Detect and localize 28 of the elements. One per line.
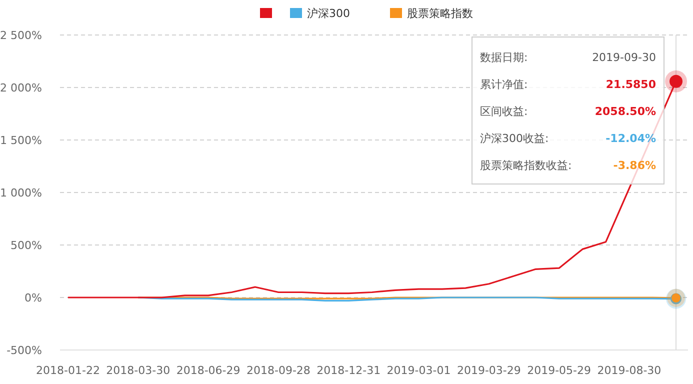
x-tick-label: 2018-01-22 <box>36 364 100 377</box>
x-tick-label: 2019-03-29 <box>456 364 521 377</box>
annotation: 累计净值: <box>480 78 528 91</box>
y-tick-label: 1 000% <box>0 186 42 200</box>
x-tick-label: 2018-09-28 <box>246 364 310 377</box>
y-tick-label: 0% <box>24 292 42 304</box>
y-tick-label: 1 500% <box>0 134 42 147</box>
annotation: -12.04% <box>606 132 656 145</box>
legend-label: 股票策略指数 <box>407 7 473 20</box>
annotation: 区间收益: <box>480 105 528 118</box>
x-tick-label: 2018-06-29 <box>176 364 240 377</box>
annotation: 数据日期: <box>480 51 528 64</box>
y-tick-label: 2 000% <box>0 82 42 94</box>
y-tick-label: -500% <box>6 344 42 357</box>
annotation: 2058.50% <box>594 105 656 118</box>
y-tick-label: 500% <box>10 239 42 252</box>
annotation: 2019-09-30 <box>592 51 656 64</box>
x-tick-label: 2018-12-31 <box>316 364 381 377</box>
x-tick-label: 2018-03-30 <box>106 364 170 377</box>
legend-label: 沪深300 <box>307 7 350 20</box>
y-tick-label: 2 500% <box>0 29 42 42</box>
x-tick-label: 2019-08-30 <box>597 364 662 377</box>
annotation: -3.86% <box>613 159 656 172</box>
annotation: 股票策略指数收益: <box>480 159 572 172</box>
x-tick-label: 2019-03-01 <box>386 364 451 377</box>
annotation: 21.5850 <box>606 78 656 91</box>
x-tick-label: 2019-05-29 <box>527 364 592 377</box>
annotation: 沪深300收益: <box>480 132 549 145</box>
